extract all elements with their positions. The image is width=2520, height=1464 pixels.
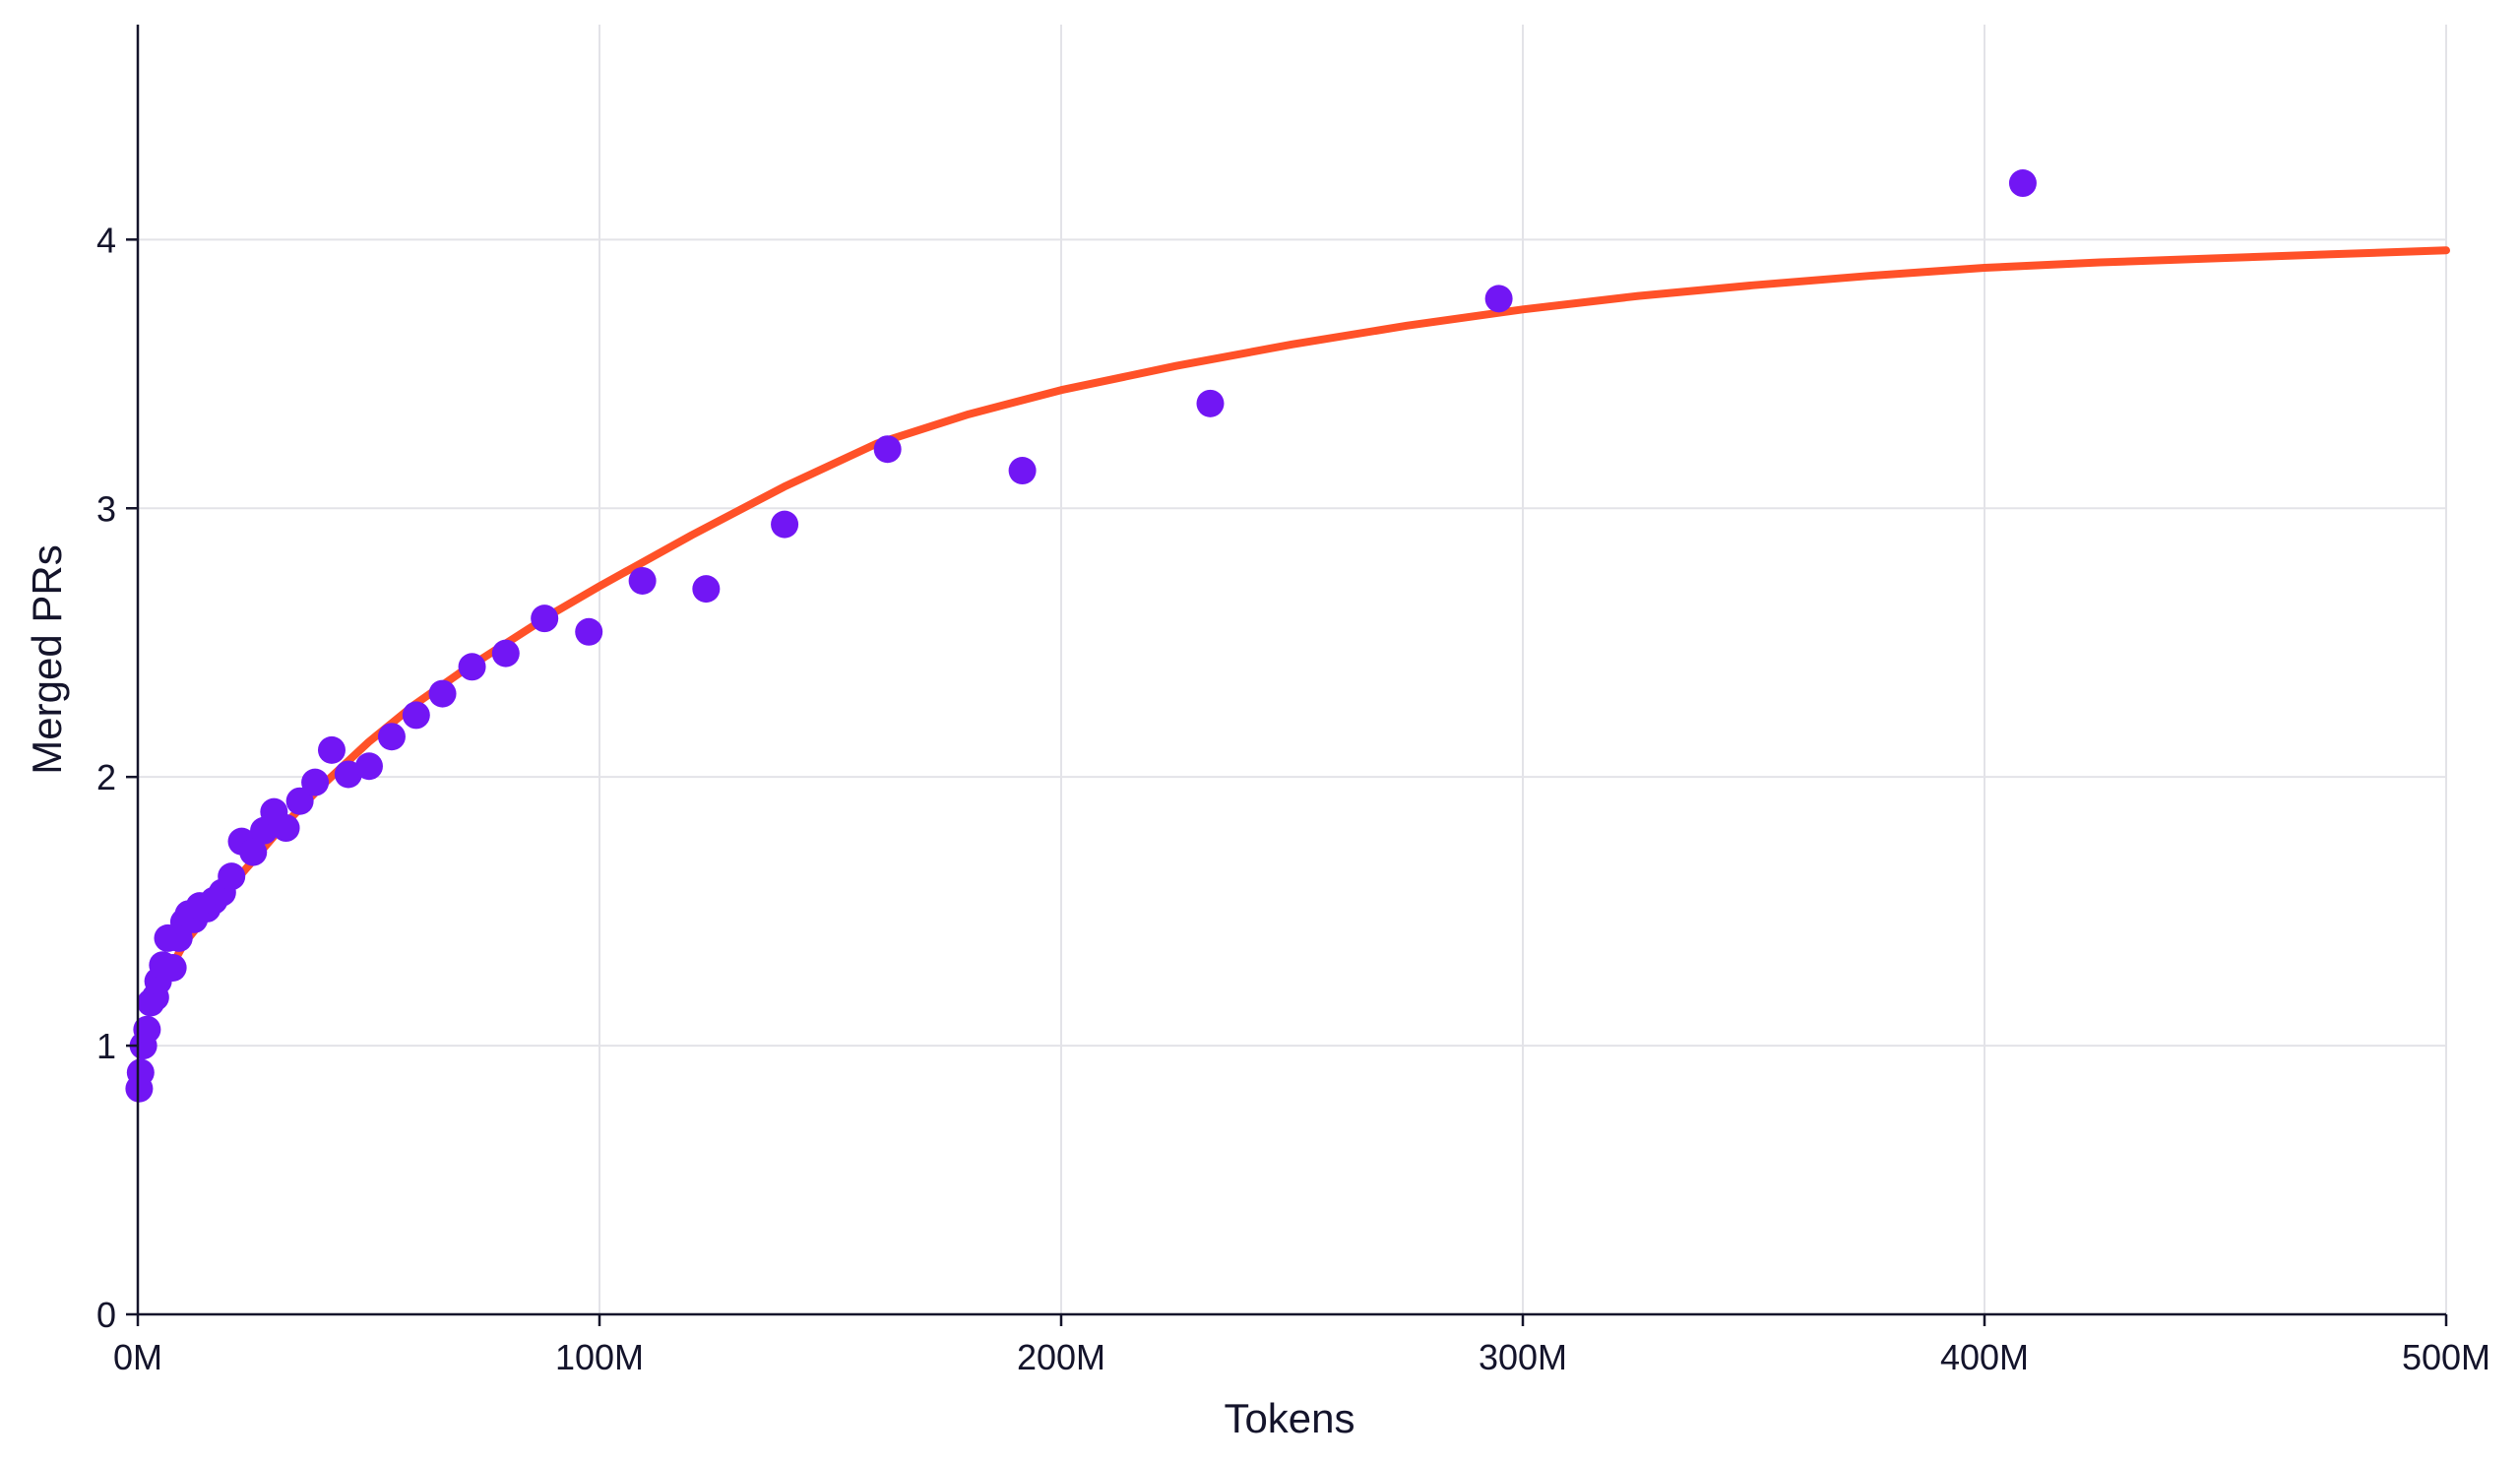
axes [126,25,2448,1326]
x-tick-label: 500M [2402,1337,2490,1377]
scatter-point [285,787,314,815]
scatter-point [377,723,406,751]
scatter-point [628,566,657,595]
x-tick-label: 0M [113,1337,162,1377]
y-tick-label: 1 [96,1026,116,1066]
y-axis-title: Merged PRs [24,544,70,774]
scatter-point [771,510,799,539]
scatter-point [458,653,486,681]
y-tick-label: 0 [96,1295,116,1335]
tick-labels: 0M 100M 200M 300M 400M 500M 0 1 2 3 4 [96,220,2490,1377]
scatter-point [402,701,430,730]
scatter-point [158,953,187,982]
scatter-point [1196,389,1225,417]
data-points [125,169,2037,1103]
y-tick-label: 3 [96,488,116,529]
scatter-point [126,1058,155,1087]
scatter-point [1008,457,1037,485]
scatter-point [692,575,721,604]
scatter-point [301,768,330,796]
scatter-point [2008,169,2037,198]
scatter-point [428,679,457,708]
scatter-point [317,735,346,764]
scatter-point [491,639,520,668]
y-tick-label: 2 [96,757,116,797]
x-tick-label: 200M [1017,1337,1105,1377]
y-tick-label: 4 [96,220,116,260]
scatter-point [354,752,383,781]
fit-curve-group [157,246,2450,990]
scatter-point [133,1015,161,1044]
scatter-point [531,605,559,633]
x-tick-label: 400M [1940,1337,2029,1377]
scatter-point [575,617,603,646]
x-tick-label: 100M [555,1337,644,1377]
grid-lines [138,25,2447,1314]
scatter-point [272,814,300,843]
scatter-point [334,760,362,789]
scatter-point [239,838,268,866]
x-axis-title: Tokens [1224,1395,1354,1441]
fit-curve-line [157,246,2450,990]
scatter-point [1484,285,1513,313]
scatter-point [218,862,246,891]
scatter-point [873,435,902,464]
x-tick-label: 300M [1479,1337,1567,1377]
